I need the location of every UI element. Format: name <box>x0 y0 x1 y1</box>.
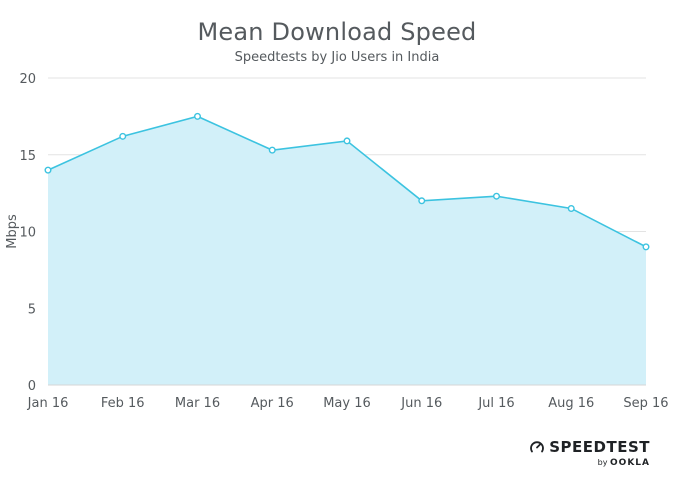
y-tick-label-5: 5 <box>28 302 36 317</box>
x-tick-label-aug-16: Aug 16 <box>548 396 594 411</box>
data-point-jul-16 <box>493 192 501 200</box>
series-area <box>48 116 646 385</box>
data-point-jun-16 <box>418 197 426 205</box>
logo-by-label: by <box>597 458 608 467</box>
x-tick-label-sep-16: Sep 16 <box>623 396 668 411</box>
y-tick-label-10: 10 <box>19 226 36 241</box>
data-point-apr-16 <box>268 146 276 154</box>
logo-company: OOKLA <box>610 458 650 468</box>
y-tick-label-20: 20 <box>19 72 36 87</box>
y-axis-label: Mbps <box>5 214 20 249</box>
x-tick-label-mar-16: Mar 16 <box>175 396 220 411</box>
data-point-jan-16 <box>44 166 52 174</box>
data-point-sep-16 <box>642 243 650 251</box>
data-point-mar-16 <box>193 112 201 120</box>
x-tick-label-jul-16: Jul 16 <box>477 396 514 411</box>
data-point-feb-16 <box>119 132 127 140</box>
speedometer-icon <box>530 441 545 453</box>
chart-subtitle: Speedtests by Jio Users in India <box>234 50 440 65</box>
x-tick-label-may-16: May 16 <box>323 396 371 411</box>
data-point-aug-16 <box>567 204 575 212</box>
y-tick-label-15: 15 <box>19 149 36 164</box>
x-tick-label-jun-16: Jun 16 <box>400 396 442 411</box>
x-tick-label-jan-16: Jan 16 <box>27 396 69 411</box>
logo-text: SPEEDTEST <box>549 438 650 456</box>
data-point-may-16 <box>343 137 351 145</box>
speedtest-logo: SPEEDTEST by OOKLA <box>529 438 650 468</box>
chart-title: Mean Download Speed <box>197 18 477 46</box>
y-tick-label-0: 0 <box>28 379 36 394</box>
x-tick-label-apr-16: Apr 16 <box>251 396 294 411</box>
x-tick-label-feb-16: Feb 16 <box>101 396 145 411</box>
